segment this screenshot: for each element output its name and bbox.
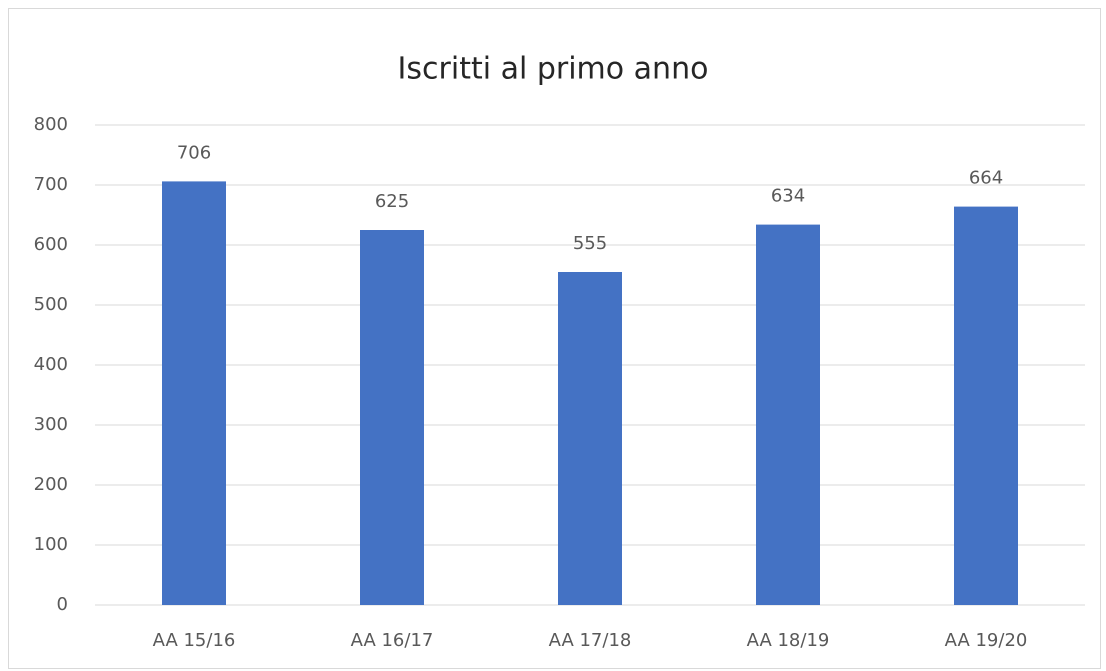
chart-title: Iscritti al primo anno	[398, 52, 709, 87]
x-tick-label: AA 16/17	[351, 630, 434, 651]
y-tick-label: 200	[34, 474, 68, 495]
bar	[162, 181, 226, 605]
data-label: 706	[177, 142, 211, 163]
bar	[360, 230, 424, 605]
data-label: 664	[969, 168, 1003, 189]
data-label: 625	[375, 191, 409, 212]
y-tick-label: 800	[34, 114, 68, 135]
bar	[756, 224, 820, 605]
bar	[558, 272, 622, 605]
x-tick-label: AA 15/16	[153, 630, 236, 651]
y-tick-label: 500	[34, 294, 68, 315]
y-tick-label: 100	[34, 534, 68, 555]
x-tick-label: AA 17/18	[549, 630, 632, 651]
data-label: 634	[771, 186, 805, 207]
y-tick-label: 400	[34, 354, 68, 375]
y-tick-label: 300	[34, 414, 68, 435]
x-tick-label: AA 19/20	[945, 630, 1028, 651]
y-tick-label: 600	[34, 234, 68, 255]
x-tick-label: AA 18/19	[747, 630, 830, 651]
data-label: 555	[573, 233, 607, 254]
y-tick-label: 700	[34, 174, 68, 195]
bar	[954, 206, 1018, 605]
y-tick-label: 0	[57, 594, 68, 615]
